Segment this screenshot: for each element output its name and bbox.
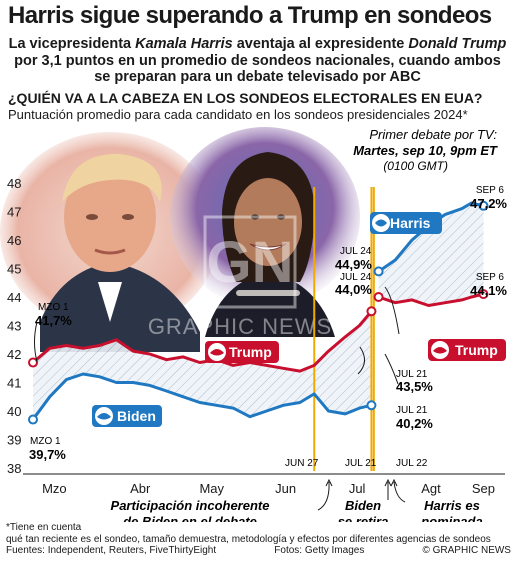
debate-line-1: Primer debate por TV: bbox=[369, 127, 497, 142]
harris-jul24-value: 44,9% bbox=[335, 257, 372, 272]
trump-jul24-value: 44,0% bbox=[335, 282, 372, 297]
biden-jul21-date: JUL 21 bbox=[396, 405, 428, 416]
y-tick-label: 43 bbox=[7, 319, 21, 334]
debate-line-2: Martes, sep 10, 9pm ET bbox=[353, 143, 498, 158]
harris-sep6-marker bbox=[478, 200, 489, 211]
subtitle-line-1: La vicepresidenta Kamala Harris aventaja… bbox=[8, 36, 507, 52]
biden-line bbox=[31, 372, 372, 421]
harris-sep6-value: 47,2% bbox=[470, 196, 507, 211]
x-tick-label: Jun bbox=[275, 481, 296, 496]
biden-badge-label: Biden bbox=[117, 408, 156, 424]
x-tick-label: Jul bbox=[349, 481, 366, 496]
annotation-nominated-1: Harris es bbox=[424, 498, 480, 513]
event-label-jul21: JUL 21 bbox=[345, 458, 377, 469]
trump-jul24-date: JUL 24 bbox=[340, 272, 372, 283]
trump-sep6-marker bbox=[478, 289, 489, 300]
subtitle-line-3: se preparan para un debate televisado po… bbox=[94, 69, 421, 85]
debate-line-3: (0100 GMT) bbox=[383, 159, 448, 173]
x-axis: Mzo Abr May Jun Jul Agt Sep bbox=[42, 481, 495, 496]
x-tick-label: Abr bbox=[130, 481, 151, 496]
debate-note: Primer debate por TV: Martes, sep 10, 9p… bbox=[353, 127, 498, 173]
gap-fill-pre bbox=[33, 311, 372, 420]
trump-jul21-marker bbox=[366, 306, 377, 317]
trump-start-date: MZO 1 bbox=[38, 302, 69, 313]
harris-badge: Harris bbox=[370, 212, 442, 234]
annotation-debate-1: Participación incoherente bbox=[111, 498, 270, 513]
copyright: © GRAPHIC NEWS bbox=[422, 545, 511, 556]
x-tick-label: May bbox=[199, 481, 224, 496]
y-tick-label: 44 bbox=[7, 290, 21, 305]
event-date-labels: JUN 27 JUL 21 JUL 22 bbox=[285, 458, 428, 469]
page-title: Harris sigue superando a Trump en sondeo… bbox=[8, 2, 492, 29]
y-tick-label: 48 bbox=[7, 176, 21, 191]
annotation-nominated-2: nominada bbox=[421, 514, 482, 522]
footnote-line-1: *Tiene en cuenta bbox=[6, 522, 82, 533]
footnote-line-2: qué tan reciente es el sondeo, tamaño de… bbox=[6, 533, 491, 545]
y-tick-label: 45 bbox=[7, 262, 21, 277]
harris-jul24-marker bbox=[373, 266, 384, 277]
event-lines bbox=[313, 187, 375, 471]
y-tick-label: 38 bbox=[7, 461, 21, 476]
footnote: *Tiene en cuenta qué tan reciente es el … bbox=[6, 522, 511, 557]
gap-fill-post bbox=[378, 203, 484, 306]
biden-start-marker bbox=[28, 414, 38, 425]
trump-badge-1: Trump bbox=[205, 341, 279, 363]
y-tick-label: 42 bbox=[7, 347, 21, 362]
y-axis: 38 39 40 41 42 43 44 45 46 47 48 bbox=[7, 176, 21, 476]
y-tick-label: 39 bbox=[7, 433, 21, 448]
series-markers bbox=[28, 200, 489, 425]
sources: Fuentes: Independent, Reuters, FiveThirt… bbox=[6, 545, 217, 556]
biden-jul21-value: 40,2% bbox=[396, 416, 433, 431]
trump-badge-1-label: Trump bbox=[229, 344, 272, 360]
chart-description: Puntuación promedio para cada candidato … bbox=[8, 107, 468, 122]
watermark-text: GRAPHIC NEWS bbox=[148, 314, 332, 339]
subtitle: La vicepresidenta Kamala Harris aventaja… bbox=[0, 36, 515, 86]
footer-row: Fuentes: Independent, Reuters, FiveThirt… bbox=[6, 545, 511, 557]
trump-badge-2: Trump bbox=[428, 339, 506, 361]
x-tick-label: Agt bbox=[421, 481, 441, 496]
harris-photo bbox=[170, 127, 360, 337]
trump-start-value: 41,7% bbox=[35, 313, 72, 328]
svg-text:GN: GN bbox=[207, 230, 294, 295]
annotation-withdraw-2: se retira bbox=[338, 514, 389, 522]
trump-jul21-date: JUL 21 bbox=[396, 369, 428, 380]
trump-jul21-value: 43,5% bbox=[396, 379, 433, 394]
trump-jul24-marker bbox=[373, 292, 384, 302]
y-tick-label: 40 bbox=[7, 404, 21, 419]
poll-chart: GN GRAPHIC NEWS 38 39 40 41 42 43 44 45 46 47 48 M… bbox=[0, 127, 507, 522]
biden-start-value: 39,7% bbox=[29, 447, 66, 462]
harris-sep6-date: SEP 6 bbox=[476, 185, 505, 196]
annotation-withdraw-1: Biden bbox=[345, 498, 381, 513]
y-tick-label: 46 bbox=[7, 233, 21, 248]
trump-sep6-date: SEP 6 bbox=[476, 272, 505, 283]
harris-jul24-date: JUL 24 bbox=[340, 246, 372, 257]
event-label-jul22: JUL 22 bbox=[396, 458, 428, 469]
y-tick-label: 47 bbox=[7, 205, 21, 220]
data-labels: MZO 1 41,7% MZO 1 39,7% JUL 24 44,9% JUL… bbox=[29, 185, 507, 462]
y-tick-label: 41 bbox=[7, 376, 21, 391]
trump-badge-2-label: Trump bbox=[455, 342, 498, 358]
watermark: GN GRAPHIC NEWS bbox=[148, 215, 332, 339]
biden-jul21-marker bbox=[366, 400, 377, 411]
biden-start-date: MZO 1 bbox=[30, 436, 61, 447]
photo-credit: Fotos: Getty Images bbox=[274, 545, 365, 556]
chart-question: ¿QUIÉN VA A LA CABEZA EN LOS SONDEOS ELE… bbox=[8, 90, 483, 106]
annotation-debate-2: de Biden en el debate bbox=[123, 514, 257, 522]
subtitle-line-2: por 3,1 puntos en un promedio de sondeos… bbox=[14, 52, 501, 69]
annotations: Participación incoherente de Biden en el… bbox=[111, 478, 483, 522]
trump-sep6-value: 44,1% bbox=[470, 283, 507, 298]
trump-line-post bbox=[378, 292, 484, 307]
connectors bbox=[34, 286, 400, 385]
harris-badge-label: Harris bbox=[390, 215, 431, 231]
x-tick-label: Mzo bbox=[42, 481, 67, 496]
biden-badge: Biden bbox=[92, 405, 162, 427]
trump-photo bbox=[0, 132, 220, 352]
trump-start-marker bbox=[28, 357, 38, 368]
event-label-jun27: JUN 27 bbox=[285, 458, 319, 469]
x-tick-label: Sep bbox=[472, 481, 495, 496]
